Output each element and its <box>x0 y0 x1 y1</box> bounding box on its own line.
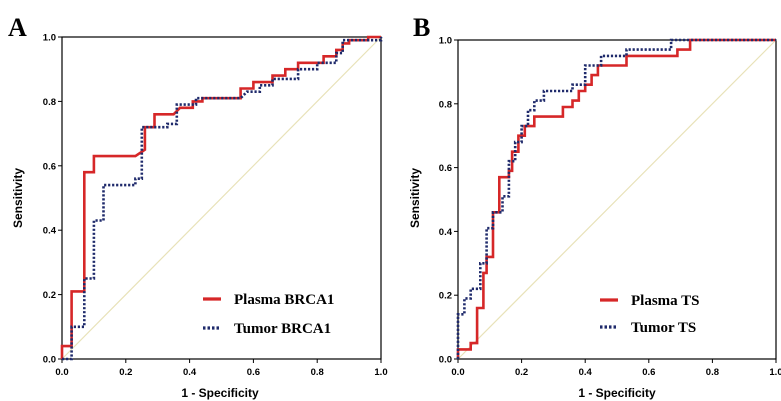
legend-label: Tumor TS <box>631 320 696 336</box>
x-tick-label: 0.8 <box>706 367 719 378</box>
y-tick-label: 0.0 <box>43 355 56 366</box>
y-tick-label: 0.4 <box>439 227 453 238</box>
legend-label: Plasma TS <box>631 293 700 309</box>
roc-curve-plasma-brca1 <box>60 35 381 359</box>
x-axis-title-b: 1 - Specificity <box>578 386 656 400</box>
y-tick-label: 0.2 <box>439 291 452 302</box>
reference-diagonal <box>61 36 382 360</box>
x-tick-label: 0.2 <box>515 367 528 378</box>
y-tick-label: 0.6 <box>439 163 452 174</box>
panel-label-b: B <box>413 13 430 42</box>
y-tick-label: 0.6 <box>43 161 56 172</box>
roc-curve-tumor-ts <box>456 38 776 359</box>
x-tick-label: 1.0 <box>374 367 387 378</box>
y-tick-label: 0.2 <box>43 290 56 301</box>
y-axis-title-b: Sensitivity <box>408 168 422 228</box>
y-tick-label: 1.0 <box>439 36 452 47</box>
panel-label-a: A <box>8 13 27 42</box>
y-tick-label: 0.4 <box>43 226 57 237</box>
x-axis-title-a: 1 - Specificity <box>181 386 259 400</box>
panel-a: A 1 - Specificity Sensitivity 0.0 0.2 0.4 0… <box>8 13 388 400</box>
x-tick-label: 0.4 <box>183 367 197 378</box>
x-tick-label: 0.2 <box>119 367 132 378</box>
x-tick-label: 0.0 <box>55 367 68 378</box>
reference-diagonal <box>457 39 777 360</box>
y-tick-label: 0.8 <box>43 97 56 108</box>
y-axis-title-a: Sensitivity <box>11 168 25 228</box>
y-tick-label: 0.0 <box>439 355 452 366</box>
x-tick-label: 0.0 <box>451 367 464 378</box>
x-tick-label: 0.8 <box>311 367 324 378</box>
x-tick-label: 1.0 <box>769 367 781 378</box>
panel-b: B 1 - Specificity Sensitivity 0.0 0.2 0.4 0… <box>408 13 781 400</box>
y-tick-label: 0.8 <box>439 99 452 110</box>
x-tick-label: 0.6 <box>247 367 260 378</box>
legend-label: Tumor BRCA1 <box>234 321 331 337</box>
x-tick-label: 0.4 <box>579 367 593 378</box>
legend-label: Plasma BRCA1 <box>234 292 334 308</box>
y-tick-label: 1.0 <box>43 33 56 44</box>
x-tick-label: 0.6 <box>642 367 655 378</box>
roc-curve-tumor-brca1 <box>62 37 383 361</box>
